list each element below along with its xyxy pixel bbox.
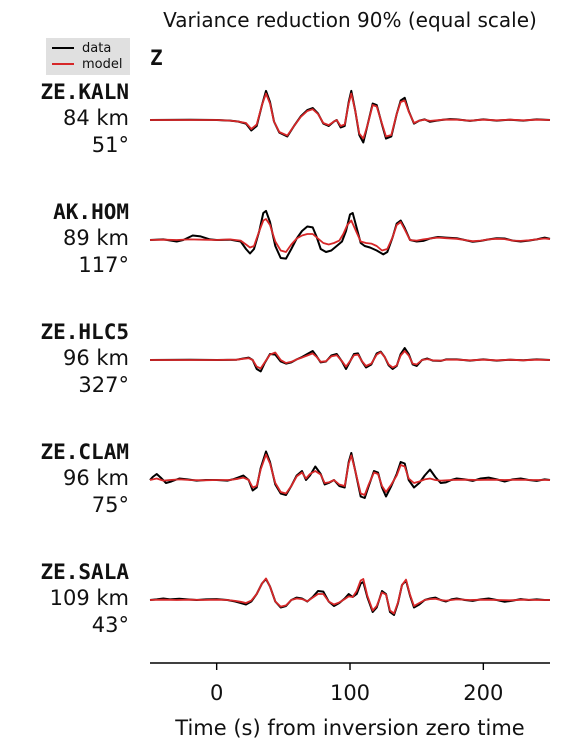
station-name: ZE.KALN [40,80,129,104]
legend-box [46,38,130,75]
x-axis: 0 100 200 Time (s) from inversion zero tim… [150,662,550,740]
model-trace [150,350,551,370]
station-name: AK.HOM [53,200,129,224]
legend-data-label: data [82,41,111,56]
station-distance: 109 km [50,586,129,610]
model-trace [149,453,550,496]
station-azimuth: 75° [92,493,129,517]
legend: data model [46,38,130,75]
x-tick-label: 200 [463,681,503,705]
figure-title: Variance reduction 90% (equal scale) [163,8,537,32]
model-trace [149,577,550,615]
legend-model-label: model [82,57,122,72]
model-trace [150,92,551,140]
station-distance: 96 km [63,346,129,370]
data-trace [149,209,551,260]
station-name: ZE.HLC5 [40,320,129,344]
station-azimuth: 327° [78,373,129,397]
station-name: ZE.CLAM [40,440,129,464]
station-distance: 89 km [63,226,129,250]
x-tick-label: 0 [210,681,223,705]
station-azimuth: 43° [92,613,129,637]
station-azimuth: 117° [78,253,129,277]
x-ticks: 0 100 200 [210,663,503,705]
model-trace [149,218,551,253]
x-axis-label: Time (s) from inversion zero time [174,716,524,740]
station-name: ZE.SALA [40,560,129,584]
station-azimuth: 51° [92,133,129,157]
station-distance: 96 km [63,466,129,490]
component-label: Z [150,46,163,70]
x-tick-label: 100 [330,681,370,705]
station-distance: 84 km [63,106,129,130]
